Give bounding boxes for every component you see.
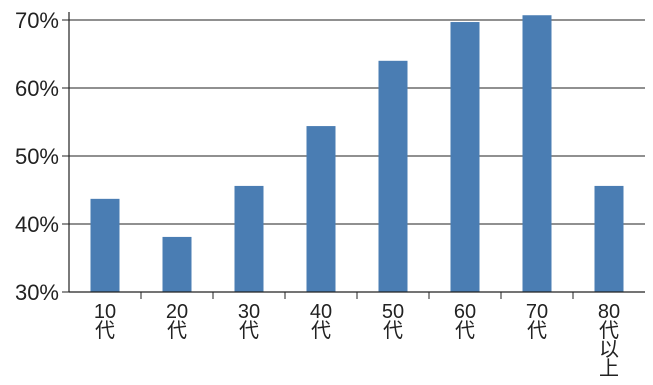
bar bbox=[378, 60, 408, 292]
x-tick-label: 10 代 bbox=[94, 301, 116, 342]
y-tick-labels: 30% 40% 50% 60% 70% bbox=[15, 8, 69, 305]
bars bbox=[90, 15, 624, 293]
bar bbox=[450, 22, 480, 292]
y-tick-label: 30% bbox=[15, 280, 59, 305]
bar bbox=[306, 126, 336, 292]
x-tick-label: 40 代 bbox=[310, 301, 332, 342]
y-tick-label: 60% bbox=[15, 76, 59, 101]
y-tick-label: 70% bbox=[15, 8, 59, 33]
x-tick-label: 60 代 bbox=[454, 301, 476, 342]
x-tick-labels: 10 代 20 代 30 代 40 代 50 代 60 代 70 代 80 代以上 bbox=[94, 292, 620, 380]
gridlines bbox=[69, 19, 645, 225]
bar bbox=[90, 198, 120, 292]
x-tick-label: 50 代 bbox=[382, 301, 404, 342]
bar bbox=[162, 236, 192, 292]
bar bbox=[522, 15, 552, 293]
bar bbox=[234, 185, 264, 292]
x-tick-label: 20 代 bbox=[166, 301, 188, 342]
x-tick-label: 80 代以上 bbox=[598, 301, 620, 380]
x-tick-label: 70 代 bbox=[526, 301, 548, 342]
y-tick-label: 40% bbox=[15, 212, 59, 237]
bar bbox=[594, 185, 624, 292]
x-tick-label: 30 代 bbox=[238, 301, 260, 342]
axes bbox=[68, 12, 645, 293]
y-tick-label: 50% bbox=[15, 144, 59, 169]
